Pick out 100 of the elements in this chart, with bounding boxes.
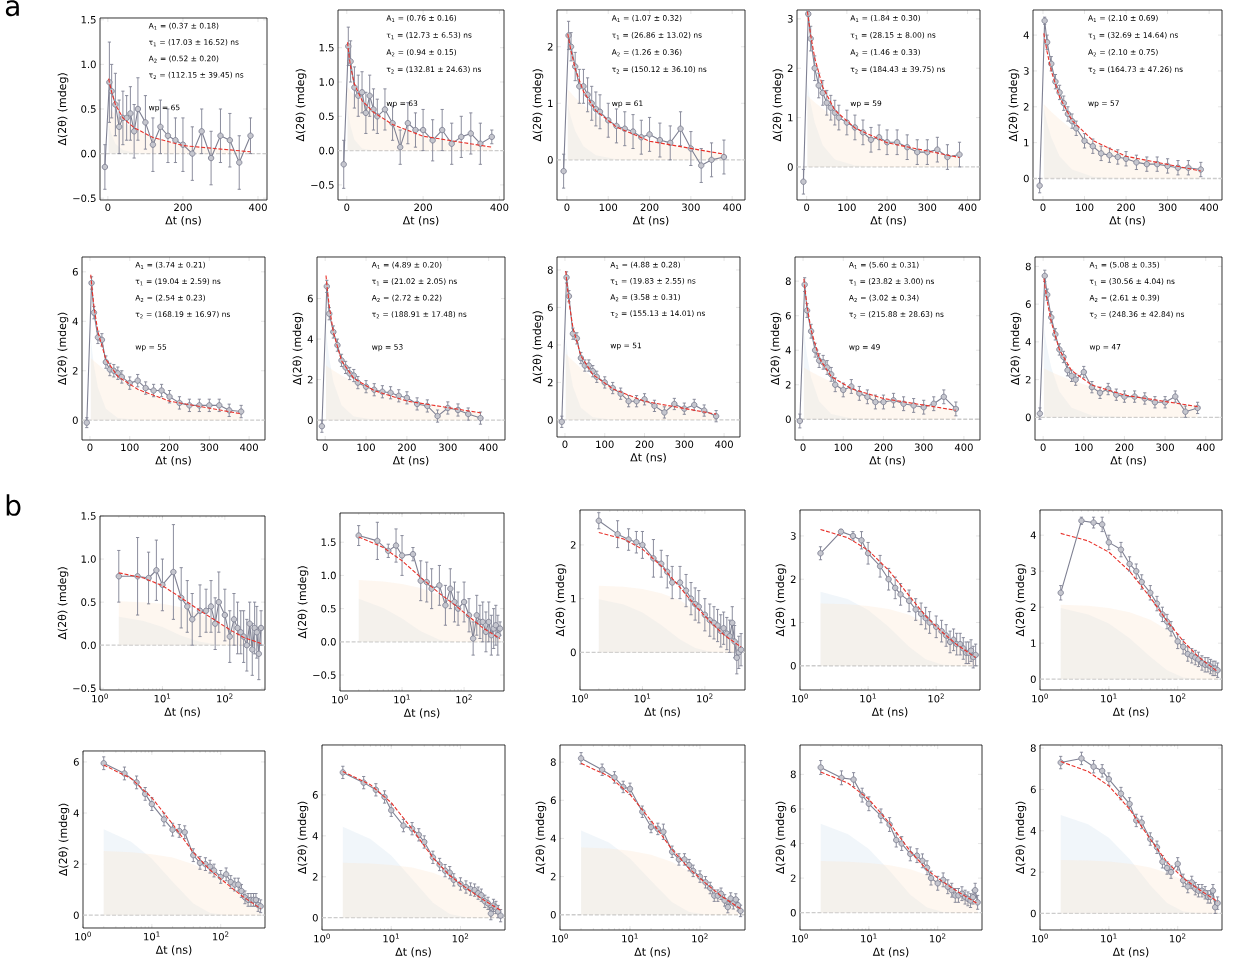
x-tick-label: 10$^{1}$ (144, 931, 160, 941)
y-tick-label: 1 (1031, 639, 1036, 647)
x-axis-title: Δt (ns) (1109, 215, 1145, 226)
x-tick-label: 10$^{2}$ (1169, 933, 1186, 943)
x-tick-label: 0 (562, 440, 568, 449)
y-tick-label: 1.0 (321, 571, 336, 580)
chart-title: a (5, 0, 19, 17)
y-tick-label: 2 (73, 860, 79, 868)
y-tick-label: 0 (307, 416, 313, 424)
y-tick-label: 2 (787, 64, 793, 72)
x-tick-label: 100 (121, 443, 139, 452)
x-tick-label: 400 (1200, 203, 1219, 212)
y-tick-label: 1 (788, 113, 793, 122)
x-axis-title: Δt (ns) (1112, 707, 1149, 718)
y-tick-label: 3 (1030, 567, 1036, 575)
x-tick-label: 10$^{2}$ (217, 693, 233, 703)
y-tick-label: 0 (1025, 413, 1031, 422)
x-tick-label: 10$^{0}$ (92, 693, 108, 703)
x-tick-label: 300 (675, 440, 694, 449)
y-axis-title: Δ(2θ) (mdeg) (770, 312, 782, 386)
y-tick-label: 2 (1023, 103, 1029, 111)
y-tick-label: 8 (550, 758, 556, 766)
y-axis-title: Δ(2θ) (mdeg) (1015, 564, 1027, 637)
y-tick-label: 4 (1030, 531, 1036, 539)
x-axis-title: Δt (ns) (1112, 947, 1149, 958)
y-tick-label: −0.5 (73, 194, 96, 202)
x-tick-label: 10$^{0}$ (75, 931, 91, 941)
y-tick-label: 4 (1025, 338, 1031, 346)
y-tick-label: 3 (790, 532, 796, 540)
y-tick-label: 2 (547, 43, 553, 51)
y-tick-label: 0 (312, 913, 318, 922)
y-tick-label: 0 (1023, 174, 1029, 183)
x-tick-label: 300 (200, 443, 219, 452)
x-tick-label: 10$^{1}$ (634, 693, 651, 703)
y-tick-label: 4 (312, 832, 318, 840)
y-tick-label: 6 (790, 805, 796, 813)
y-tick-label: 4 (785, 346, 791, 354)
y-tick-label: 6 (785, 311, 791, 320)
x-tick-label: 400 (248, 203, 267, 212)
y-tick-label: 0 (73, 911, 79, 919)
x-tick-label: 0 (800, 443, 806, 452)
y-tick-label: 1.5 (81, 512, 96, 520)
x-tick-label: 0 (1040, 443, 1046, 452)
y-tick-label: −0.5 (313, 671, 336, 679)
y-tick-label: 8 (790, 770, 796, 779)
x-axis-title: Δt (ns) (872, 947, 909, 958)
y-tick-label: 0 (787, 163, 793, 171)
y-tick-label: 2 (790, 874, 796, 882)
y-tick-label: 0.5 (81, 105, 96, 113)
y-tick-label: 0 (1030, 675, 1036, 683)
y-tick-label: 2 (307, 375, 313, 384)
x-tick-label: 10$^{2}$ (692, 933, 708, 943)
y-tick-label: 6 (1025, 300, 1031, 308)
y-tick-label: 2 (550, 872, 556, 881)
x-axis-title: Δt (ns) (402, 215, 439, 226)
y-tick-label: 6 (1030, 785, 1036, 794)
x-tick-label: 10$^{2}$ (456, 694, 472, 704)
x-tick-label: 10$^{2}$ (452, 933, 469, 943)
y-axis-title: Δ(2θ) (mdeg) (297, 801, 309, 875)
y-tick-label: 0.0 (81, 149, 96, 158)
y-tick-label: 0.0 (81, 641, 96, 649)
y-tick-label: 2 (72, 367, 78, 375)
y-tick-label: 0 (570, 648, 576, 657)
y-tick-label: 2 (570, 541, 576, 549)
y-axis-title: Δ(2θ) (mdeg) (292, 312, 304, 386)
y-tick-label: 0.0 (319, 146, 334, 155)
y-tick-label: 4 (72, 317, 78, 325)
x-axis-title: Δt (ns) (630, 452, 666, 463)
y-tick-label: 0 (547, 156, 553, 164)
x-tick-label: 300 (1156, 443, 1174, 452)
x-tick-label: 300 (682, 203, 700, 212)
x-axis-title: Δt (ns) (1110, 455, 1146, 466)
x-axis-title: Δt (ns) (403, 708, 440, 719)
x-tick-label: 300 (914, 443, 933, 452)
y-tick-label: 4 (73, 809, 79, 817)
y-tick-label: 0 (1030, 909, 1036, 918)
x-axis-title: Δt (ns) (392, 455, 429, 466)
y-tick-label: 2 (1030, 868, 1036, 876)
y-axis-title: Δ(2θ) (mdeg) (57, 73, 69, 146)
y-tick-label: 6 (307, 294, 313, 303)
y-tick-label: 8 (547, 266, 553, 274)
x-axis-title: Δt (ns) (871, 707, 908, 718)
y-axis-title: Δ(2θ) (mdeg) (297, 566, 309, 639)
y-tick-label: 8 (1030, 744, 1036, 752)
y-tick-label: 1.5 (319, 44, 334, 52)
y-axis-title: Δ(2θ) (mdeg) (58, 803, 70, 877)
y-tick-label: 4 (547, 341, 553, 349)
x-tick-label: 10$^{1}$ (1101, 933, 1117, 943)
x-tick-label: 400 (240, 443, 258, 452)
x-axis-title: Δt (ns) (870, 215, 906, 226)
x-tick-label: 10$^{0}$ (552, 933, 568, 943)
x-tick-label: 100 (1076, 203, 1094, 212)
x-tick-label: 100 (357, 443, 375, 452)
y-tick-label: 2 (547, 378, 553, 387)
y-tick-label: 8 (1025, 262, 1031, 271)
y-tick-label: 0 (550, 910, 556, 919)
y-tick-label: 0 (547, 416, 553, 424)
y-tick-label: 8 (785, 277, 791, 285)
y-tick-label: −0.5 (73, 684, 96, 693)
x-tick-label: 100 (599, 203, 618, 212)
